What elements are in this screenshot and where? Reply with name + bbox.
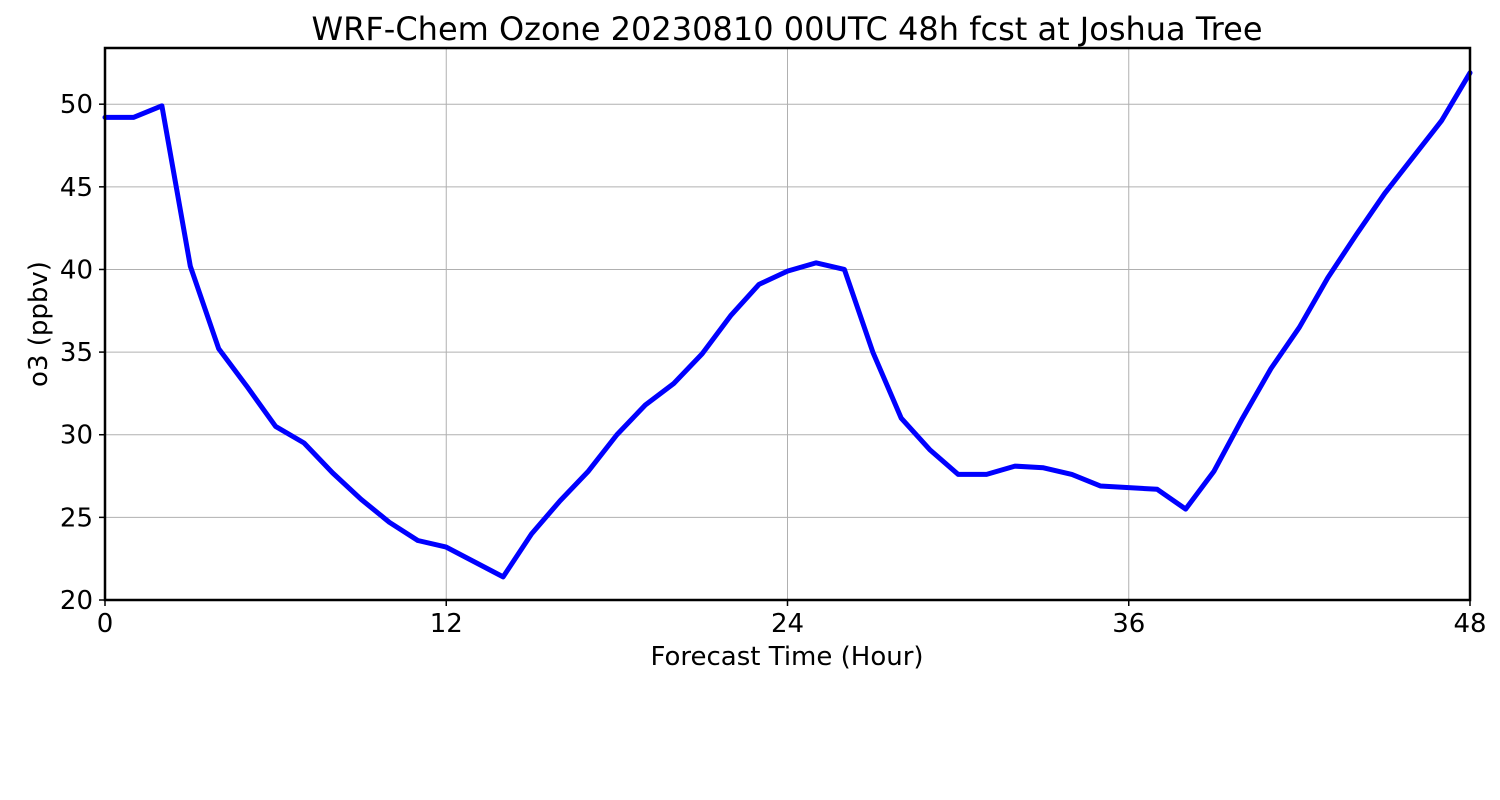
y-tick-label: 20 <box>60 586 93 616</box>
y-tick-label: 40 <box>60 255 93 285</box>
axis-ticks: 0 12 24 36 48 20 25 30 35 40 45 50 <box>60 90 1487 639</box>
x-tick-label: 12 <box>430 609 463 639</box>
y-axis-label: o3 (ppbv) <box>24 261 54 387</box>
x-tick-label: 24 <box>771 609 804 639</box>
y-tick-label: 45 <box>60 173 93 203</box>
y-tick-label: 30 <box>60 421 93 451</box>
y-tick-label: 50 <box>60 90 93 120</box>
ozone-series-line <box>102 70 1473 580</box>
x-tick-label: 36 <box>1112 609 1145 639</box>
x-tick-label: 0 <box>97 609 114 639</box>
grid-lines <box>104 48 1471 601</box>
x-tick-label: 48 <box>1453 609 1486 639</box>
chart-title: WRF-Chem Ozone 20230810 00UTC 48h fcst a… <box>311 10 1262 48</box>
y-tick-label: 35 <box>60 338 93 368</box>
y-tick-label: 25 <box>60 503 93 533</box>
x-axis-label: Forecast Time (Hour) <box>650 642 923 672</box>
series-layer <box>102 70 1473 580</box>
